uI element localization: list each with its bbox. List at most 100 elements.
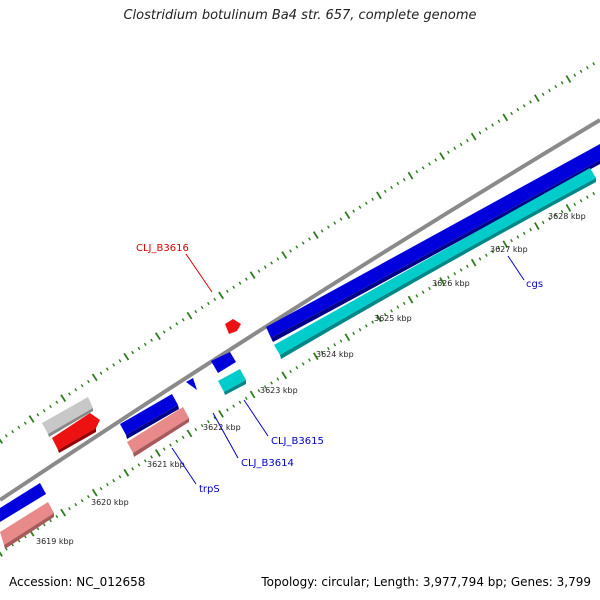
trpS-feature[interactable] <box>120 394 178 435</box>
ruler-label: 3620 kbp <box>91 498 129 507</box>
gene-label-CLJ_B3614[interactable]: CLJ_B3614 <box>241 458 294 469</box>
ruler-tick <box>213 416 217 420</box>
ruler-tick <box>207 420 210 424</box>
ruler-tick <box>87 494 90 499</box>
ruler-tick <box>421 166 425 170</box>
ruler-label: 3626 kbp <box>432 279 470 288</box>
ruler-tick <box>23 421 27 425</box>
pink-feature-side <box>133 418 189 457</box>
ruler-tick <box>491 249 494 254</box>
ruler-tick <box>592 191 596 196</box>
cgs-feature[interactable] <box>266 144 600 338</box>
ruler-tick <box>579 199 583 203</box>
CLJ_B3616-feature[interactable] <box>225 319 241 334</box>
ruler-tick <box>60 394 67 402</box>
forward-feature-track <box>0 144 600 522</box>
ruler-tick <box>312 352 319 361</box>
ruler-tick <box>327 225 330 229</box>
left-pink-feature[interactable] <box>0 502 54 545</box>
ruler-tick <box>376 191 382 200</box>
ruler-tick <box>470 258 477 267</box>
red-feature-side <box>58 428 96 453</box>
ruler-tick <box>60 508 67 517</box>
grey-feature[interactable] <box>42 397 93 434</box>
ruler-tick <box>200 305 204 310</box>
ruler-tick <box>118 475 122 479</box>
ruler-tick <box>137 346 141 351</box>
ruler-tick <box>225 408 229 412</box>
left-forward-feature[interactable] <box>0 483 46 522</box>
ruler-tick <box>554 84 558 89</box>
ruler-tick <box>194 427 198 432</box>
accession-text: Accession: NC_012658 <box>9 575 146 589</box>
ruler-tick <box>358 205 362 209</box>
red-feature[interactable] <box>52 413 100 450</box>
ruler-tick <box>150 455 153 459</box>
ruler-tick <box>516 235 520 239</box>
ruler-tick <box>421 290 425 294</box>
ruler-tick <box>80 383 84 388</box>
ruler-tick <box>175 439 179 443</box>
gene-label-CLJ_B3615[interactable]: CLJ_B3615 <box>271 436 324 447</box>
ruler-tick <box>207 301 210 306</box>
ruler-tick <box>534 222 540 230</box>
ruler-tick <box>358 328 362 332</box>
ruler-label: 3623 kbp <box>260 386 298 395</box>
ruler-tick <box>169 326 172 330</box>
ruler-tick <box>238 281 242 285</box>
ruler-tick <box>112 363 116 367</box>
gene-label-CLJ_B3616[interactable]: CLJ_B3616 <box>136 243 189 254</box>
ruler-tick <box>554 213 558 217</box>
ruler-tick <box>80 498 84 503</box>
ruler-tick <box>522 104 526 108</box>
ruler-tick <box>484 127 488 131</box>
cgs-rna-feature[interactable] <box>274 168 596 355</box>
ruler-tick <box>383 312 387 317</box>
gene-label-cgs[interactable]: cgs <box>526 279 543 290</box>
ruler-tick <box>364 324 368 328</box>
ruler-tick <box>312 231 319 239</box>
ruler-tick <box>541 92 545 96</box>
ruler-tick <box>497 246 501 250</box>
ruler-tick <box>478 131 482 135</box>
CLJ_B3615-small-feature[interactable] <box>186 378 197 390</box>
ruler-tick <box>407 171 414 180</box>
pink-feature[interactable] <box>127 407 189 453</box>
ruler-tick <box>131 467 135 471</box>
grey-feature-side <box>48 408 93 437</box>
ruler-tick <box>333 343 337 347</box>
ruler-tick <box>447 275 450 280</box>
ruler-tick <box>573 73 577 77</box>
ruler-tick <box>281 251 288 259</box>
ruler-tick <box>402 177 406 182</box>
ruler-tick <box>244 396 248 401</box>
left-pink-feature-side <box>4 513 54 549</box>
ruler-tick <box>402 301 406 306</box>
ruler-tick <box>529 100 532 104</box>
ruler-tick <box>352 331 356 336</box>
ruler-tick <box>491 123 495 127</box>
ruler-tick <box>548 88 551 93</box>
gene-labels: CLJ_B3616 CLJ_B3615 CLJ_B3614 trpS cgs <box>136 243 543 495</box>
ruler-tick <box>428 286 431 291</box>
ruler-tick <box>344 333 351 342</box>
ruler-tick <box>49 404 52 409</box>
gene-label-trpS[interactable]: trpS <box>199 484 220 495</box>
ruler-tick <box>565 75 572 83</box>
ruler-tick <box>295 366 299 370</box>
ruler-tick <box>123 468 130 477</box>
ruler-tick <box>74 388 78 392</box>
CLJ_B3614-feature[interactable] <box>211 352 236 373</box>
ruler-tick <box>118 359 122 363</box>
cyan-small-feature[interactable] <box>218 369 246 392</box>
ruler-tick <box>529 228 532 232</box>
ruler-tick <box>225 289 229 293</box>
ruler-tick <box>276 257 280 261</box>
ruler-tick <box>497 119 501 123</box>
ruler-tick <box>105 367 109 371</box>
ruler-tick <box>289 249 292 253</box>
ruler-label: 3625 kbp <box>374 314 412 323</box>
ruler-tick <box>17 425 21 430</box>
ruler-tick <box>516 107 520 112</box>
